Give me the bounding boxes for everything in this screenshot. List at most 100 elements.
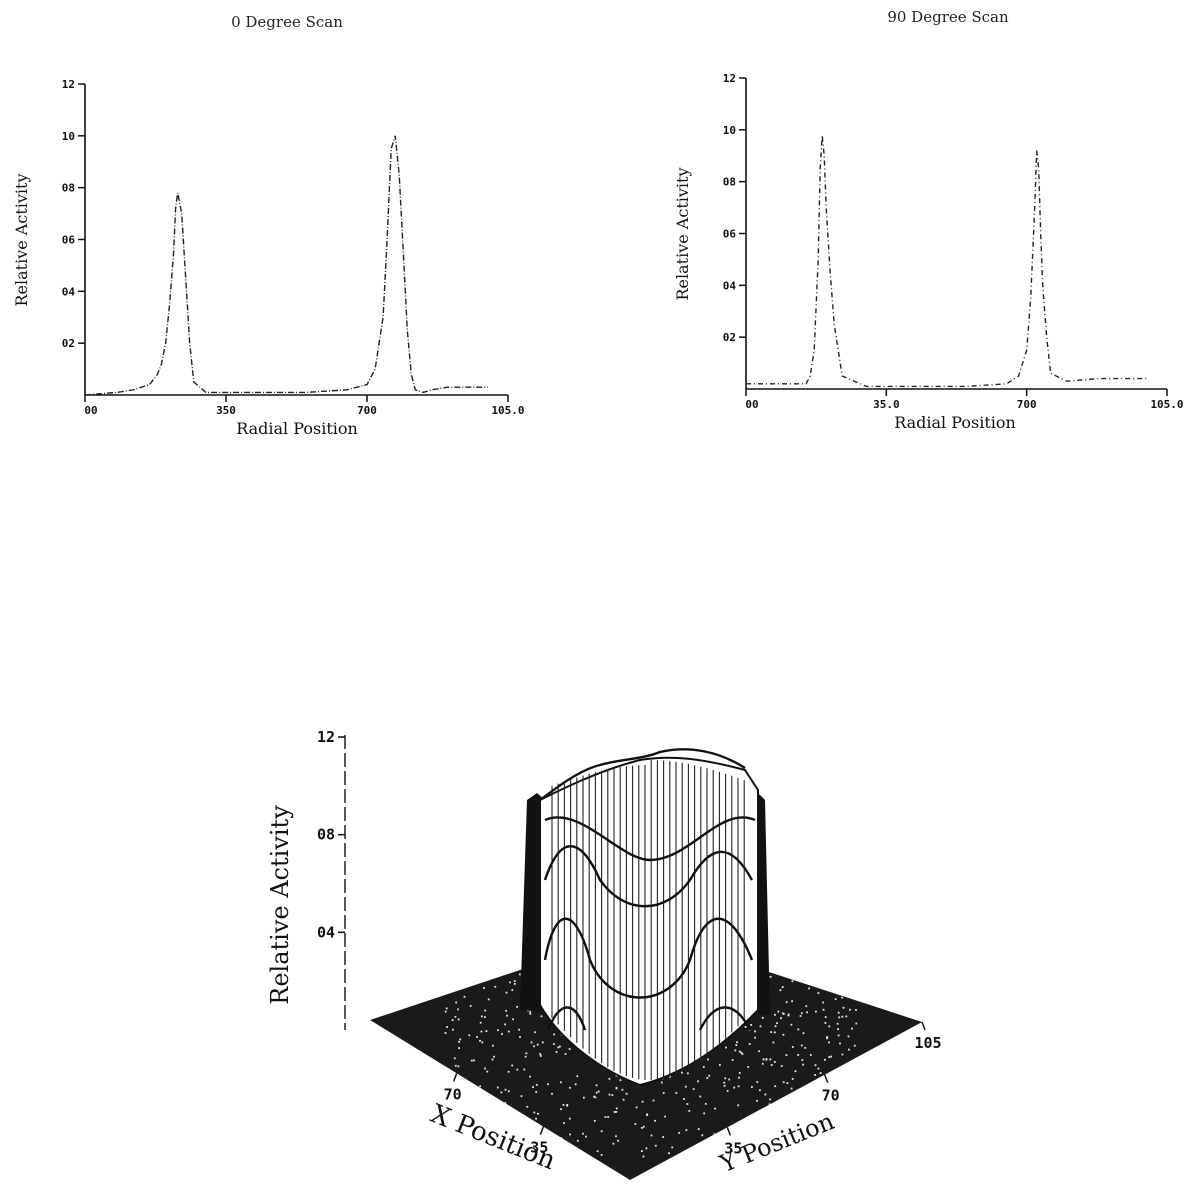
base-speckle xyxy=(553,1043,555,1045)
base-speckle xyxy=(512,1018,514,1021)
base-speckle xyxy=(822,1001,825,1004)
base-speckle xyxy=(819,1072,822,1074)
base-speckle xyxy=(455,1001,458,1004)
base-speckle xyxy=(837,1028,839,1030)
base-speckle xyxy=(553,1033,555,1036)
chart-0-degree-scan: 0 Degree Scan 02 04 06 08 10 12 00 350 700 105.0… xyxy=(12,13,525,438)
x-tick-label: 00 xyxy=(745,398,758,411)
base-speckle xyxy=(751,1086,753,1088)
base-speckle xyxy=(738,1076,740,1079)
base-speckle xyxy=(535,1117,537,1120)
base-speckle xyxy=(662,1092,665,1094)
y-tick-label: 04 xyxy=(62,285,76,298)
base-speckle xyxy=(479,1039,481,1042)
base-speckle xyxy=(764,1093,767,1096)
base-speckle xyxy=(723,1085,726,1087)
base-speckle xyxy=(595,1084,598,1087)
y-tick-label: 105 xyxy=(914,1034,941,1052)
base-speckle xyxy=(529,1012,532,1015)
base-speckle xyxy=(770,1031,773,1033)
base-speckle xyxy=(496,1086,499,1089)
base-speckle xyxy=(815,1010,817,1013)
base-speckle xyxy=(612,1142,615,1145)
base-speckle xyxy=(735,1044,738,1046)
base-speckle xyxy=(557,1046,560,1049)
y-tick-mark xyxy=(823,1074,829,1083)
base-speckle xyxy=(809,1054,812,1056)
base-speckle xyxy=(547,1083,549,1086)
surface-contour-2 xyxy=(544,816,756,862)
base-speckle xyxy=(595,1091,598,1094)
chart-90-y-ticks: 02 04 06 08 10 12 xyxy=(723,72,746,344)
base-speckle xyxy=(511,1064,514,1067)
base-speckle xyxy=(634,1123,637,1125)
x-tick-label: 350 xyxy=(216,404,236,417)
base-speckle xyxy=(642,1155,645,1158)
base-speckle xyxy=(608,1077,611,1080)
base-speckle xyxy=(845,1015,848,1018)
base-speckle xyxy=(518,973,521,976)
base-speckle xyxy=(576,1139,579,1142)
base-speckle xyxy=(487,998,490,1001)
surface-zlabel: Relative Activity xyxy=(266,805,294,1005)
base-speckle xyxy=(830,1055,833,1058)
base-speckle xyxy=(615,1111,618,1113)
base-speckle xyxy=(525,1052,528,1055)
base-speckle xyxy=(839,1042,841,1045)
base-speckle xyxy=(451,1019,454,1021)
base-speckle xyxy=(726,1090,729,1092)
base-speckle xyxy=(797,1028,800,1031)
base-speckle xyxy=(585,1135,587,1138)
base-speckle xyxy=(480,1030,483,1033)
base-speckle xyxy=(607,1116,610,1118)
chart-0-y-ticks: 02 04 06 08 10 12 xyxy=(62,78,85,350)
base-speckle xyxy=(652,1099,655,1102)
y-tick-label: 70 xyxy=(822,1087,840,1105)
y-tick-label: 08 xyxy=(62,182,75,195)
surface-x-ticks: 35 70 xyxy=(444,1073,548,1157)
base-speckle xyxy=(574,1083,577,1086)
base-speckle xyxy=(790,1087,793,1090)
base-speckle xyxy=(708,1074,711,1077)
base-speckle xyxy=(530,1041,533,1044)
base-speckle xyxy=(724,1077,727,1080)
base-speckle xyxy=(600,1154,603,1156)
base-speckle xyxy=(704,1103,707,1105)
base-speckle xyxy=(524,1055,527,1058)
chart-90-ylabel: Relative Activity xyxy=(673,168,692,301)
x-tick-label: 70 xyxy=(444,1085,462,1103)
base-speckle xyxy=(692,1088,695,1090)
base-speckle xyxy=(794,1070,797,1073)
base-speckle xyxy=(703,1112,706,1115)
chart-90-title: 90 Degree Scan xyxy=(887,8,1009,26)
base-speckle xyxy=(446,1026,448,1028)
base-speckle xyxy=(772,1041,775,1044)
base-speckle xyxy=(654,1119,656,1122)
base-speckle xyxy=(622,1098,625,1101)
base-speckle xyxy=(828,1041,830,1044)
base-speckle xyxy=(799,1015,802,1017)
base-speckle xyxy=(800,1044,803,1047)
base-speckle xyxy=(747,1066,750,1068)
base-speckle xyxy=(762,1058,765,1061)
base-speckle xyxy=(535,1084,538,1086)
base-speckle xyxy=(817,992,820,994)
base-speckle xyxy=(452,1028,454,1031)
base-speckle xyxy=(706,1077,709,1079)
x-tick-label: 700 xyxy=(1017,398,1037,411)
base-speckle xyxy=(473,1059,475,1062)
base-speckle xyxy=(769,1098,771,1101)
x-tick-label: 105.0 xyxy=(1150,398,1183,411)
chart-90-degree-scan: 90 Degree Scan 02 04 06 08 10 12 00 35.0 700 105… xyxy=(673,8,1184,432)
base-speckle xyxy=(759,1025,762,1028)
base-speckle xyxy=(569,1133,571,1136)
x-tick-label: 700 xyxy=(357,404,377,417)
base-speckle xyxy=(463,995,466,998)
z-tick-label: 04 xyxy=(317,923,335,941)
base-speckle xyxy=(569,1086,571,1089)
base-speckle xyxy=(583,1096,585,1099)
base-speckle xyxy=(802,1063,804,1066)
base-speckle xyxy=(824,1016,827,1018)
base-speckle xyxy=(523,1068,526,1071)
